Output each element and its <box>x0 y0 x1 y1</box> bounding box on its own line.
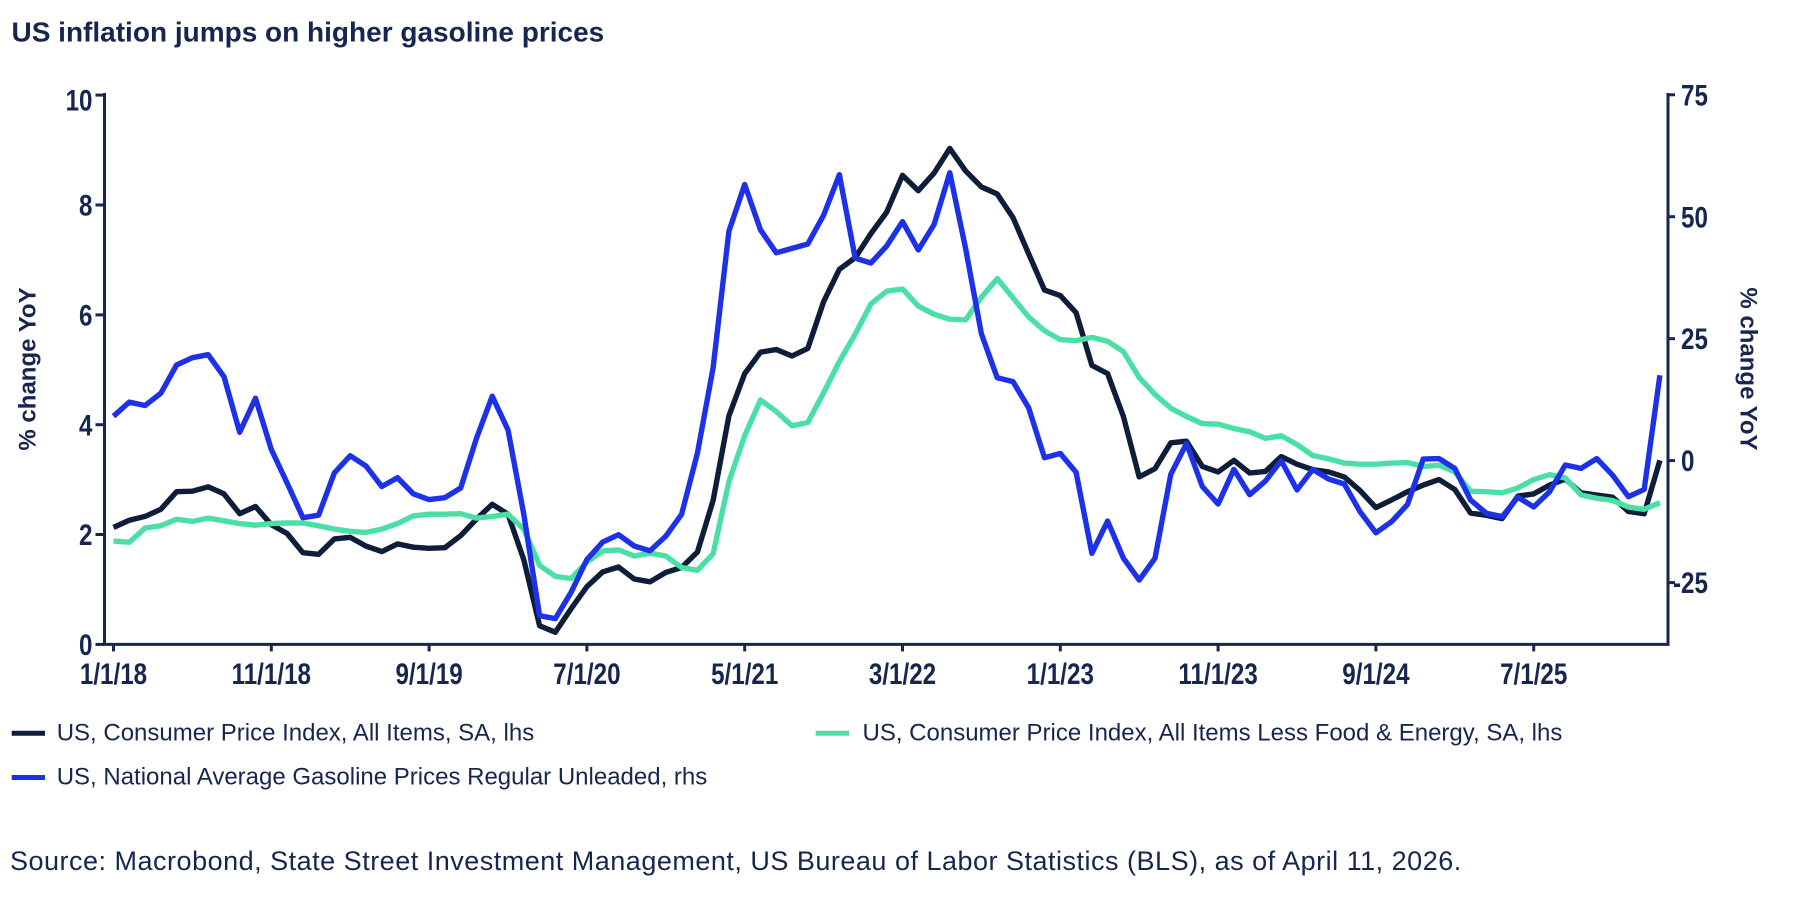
svg-text:US, National Average Gasoline: US, National Average Gasoline Prices Reg… <box>57 764 708 791</box>
svg-text:Source: Macrobond, State Stree: Source: Macrobond, State Street Investme… <box>10 846 1462 876</box>
svg-text:10: 10 <box>66 84 93 117</box>
svg-text:11/1/23: 11/1/23 <box>1178 658 1257 691</box>
svg-text:5/1/21: 5/1/21 <box>711 658 778 691</box>
svg-text:US inflation jumps on higher g: US inflation jumps on higher gasoline pr… <box>12 17 605 48</box>
svg-text:9/1/24: 9/1/24 <box>1342 658 1409 691</box>
svg-text:25: 25 <box>1681 323 1708 356</box>
svg-text:7/1/20: 7/1/20 <box>553 658 620 691</box>
svg-text:US, Consumer Price Index, All: US, Consumer Price Index, All Items Less… <box>863 720 1563 747</box>
svg-text:8: 8 <box>79 189 92 222</box>
svg-text:4: 4 <box>79 409 92 442</box>
svg-text:-25: -25 <box>1673 567 1708 600</box>
svg-text:% change YoY: % change YoY <box>1735 287 1762 450</box>
svg-text:1/1/23: 1/1/23 <box>1027 658 1094 691</box>
svg-text:6: 6 <box>79 299 92 332</box>
svg-text:0: 0 <box>1681 445 1694 478</box>
svg-text:1/1/18: 1/1/18 <box>80 658 147 691</box>
svg-text:75: 75 <box>1681 79 1708 112</box>
svg-text:3/1/22: 3/1/22 <box>869 658 936 691</box>
svg-text:50: 50 <box>1681 201 1708 234</box>
svg-text:0: 0 <box>79 629 92 662</box>
svg-text:US, Consumer Price Index, All: US, Consumer Price Index, All Items, SA,… <box>57 720 535 747</box>
svg-text:7/1/25: 7/1/25 <box>1500 658 1567 691</box>
svg-text:2: 2 <box>79 519 92 552</box>
svg-text:11/1/18: 11/1/18 <box>232 658 311 691</box>
svg-text:9/1/19: 9/1/19 <box>395 658 462 691</box>
svg-text:% change YoY: % change YoY <box>15 287 42 450</box>
